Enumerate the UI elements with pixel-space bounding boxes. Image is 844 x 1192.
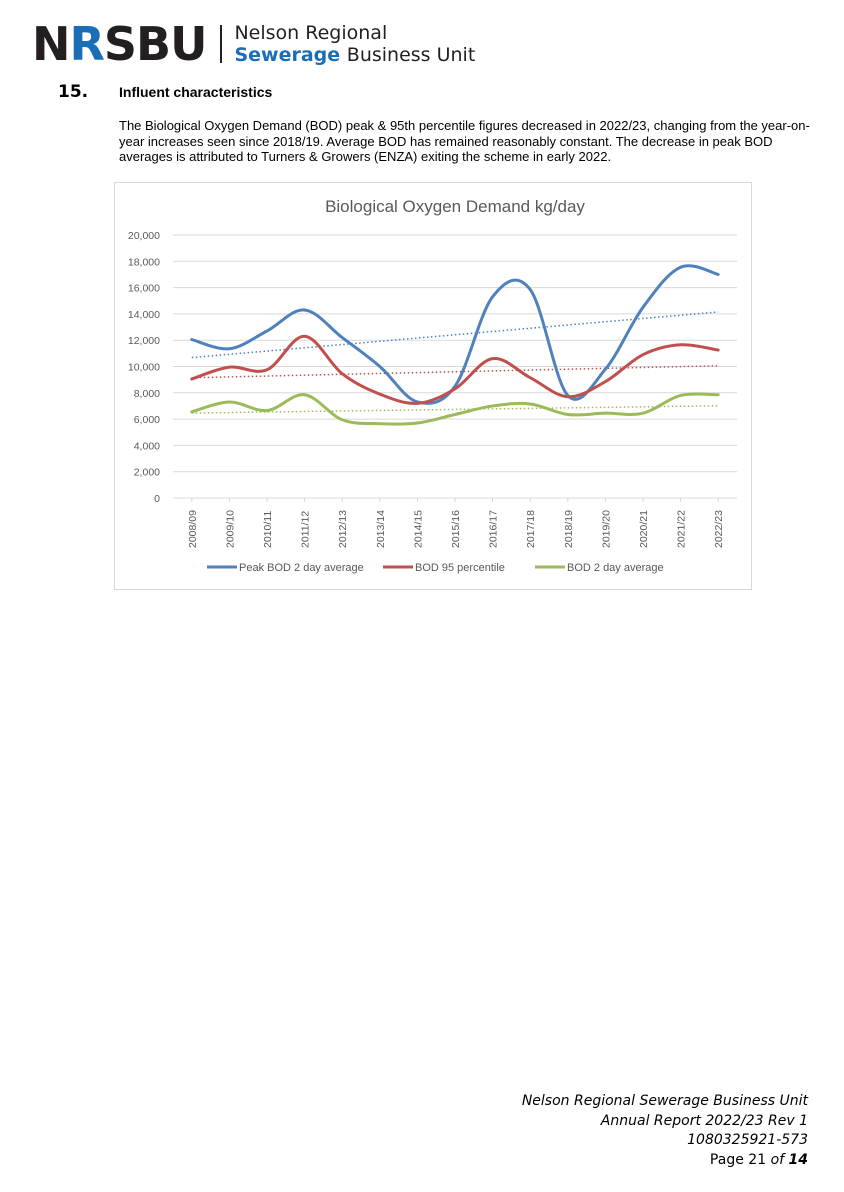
section-paragraph: The Biological Oxygen Demand (BOD) peak … xyxy=(119,118,810,164)
x-tick-label: 2013/14 xyxy=(375,510,387,548)
section-number: 15. xyxy=(58,82,89,102)
y-tick-label: 8,000 xyxy=(134,388,160,400)
x-tick-label: 2017/18 xyxy=(525,510,537,548)
footer-org: Nelson Regional Sewerage Business Unit xyxy=(521,1093,808,1109)
y-tick-label: 2,000 xyxy=(134,467,160,479)
series-line xyxy=(190,334,720,405)
x-tick-label: 2010/11 xyxy=(262,511,274,548)
org-name-line2: Sewerage Business Unit xyxy=(234,44,476,66)
y-tick-label: 14,000 xyxy=(128,309,160,321)
legend-label: Peak BOD 2 day average xyxy=(239,562,364,574)
footer-doc-id: 1080325921-573 xyxy=(687,1132,808,1148)
chart-canvas: Biological Oxygen Demand kg/day 0 2,000 4,0… xyxy=(128,197,737,574)
nrsbu-logo: NRSBU Nelson Regional Sewerage Business … xyxy=(32,18,475,70)
y-tick-label: 10,000 xyxy=(128,362,160,374)
x-tick-label: 2012/13 xyxy=(337,510,349,548)
legend-label: BOD 2 day average xyxy=(567,562,664,574)
footer-page: Page 21 of 14 xyxy=(709,1151,808,1168)
x-tick-label: 2015/16 xyxy=(450,510,462,548)
y-tick-label: 18,000 xyxy=(128,256,160,268)
series-line xyxy=(190,264,720,405)
legend-label: BOD 95 percentile xyxy=(415,562,505,574)
x-tick-label: 2018/19 xyxy=(563,510,575,548)
chart-title: Biological Oxygen Demand kg/day xyxy=(325,197,585,216)
y-tick-label: 12,000 xyxy=(128,335,160,347)
org-name-line1: Nelson Regional xyxy=(234,22,388,44)
logo-divider xyxy=(220,25,223,63)
trendline xyxy=(191,311,719,359)
logo-org-name: Nelson Regional Sewerage Business Unit xyxy=(234,22,475,66)
x-tick-label: 2016/17 xyxy=(488,510,500,548)
x-tick-label: 2020/21 xyxy=(638,510,650,548)
bod-chart: Biological Oxygen Demand kg/day 0 2,000 4,0… xyxy=(114,182,752,590)
logo-wordmark: NRSBU xyxy=(32,17,207,71)
x-tick-label: 2021/22 xyxy=(676,510,688,548)
x-tick-label: 2009/10 xyxy=(224,510,236,548)
x-tick-label: 2011/12 xyxy=(300,511,312,548)
page-footer: Nelson Regional Sewerage Business Unit A… xyxy=(522,1092,808,1170)
y-tick-label: 16,000 xyxy=(128,283,160,295)
y-tick-label: 0 xyxy=(154,493,160,505)
series-line xyxy=(190,392,720,426)
x-tick-label: 2008/09 xyxy=(187,510,199,548)
x-tick-label: 2022/23 xyxy=(713,510,725,548)
section-title: Influent characteristics xyxy=(119,84,273,100)
x-tick-label: 2014/15 xyxy=(412,510,424,548)
x-tick-label: 2019/20 xyxy=(600,510,612,548)
footer-report: Annual Report 2022/23 Rev 1 xyxy=(600,1112,808,1129)
y-tick-label: 6,000 xyxy=(134,414,160,426)
y-tick-label: 20,000 xyxy=(128,230,160,242)
y-tick-label: 4,000 xyxy=(134,440,160,452)
